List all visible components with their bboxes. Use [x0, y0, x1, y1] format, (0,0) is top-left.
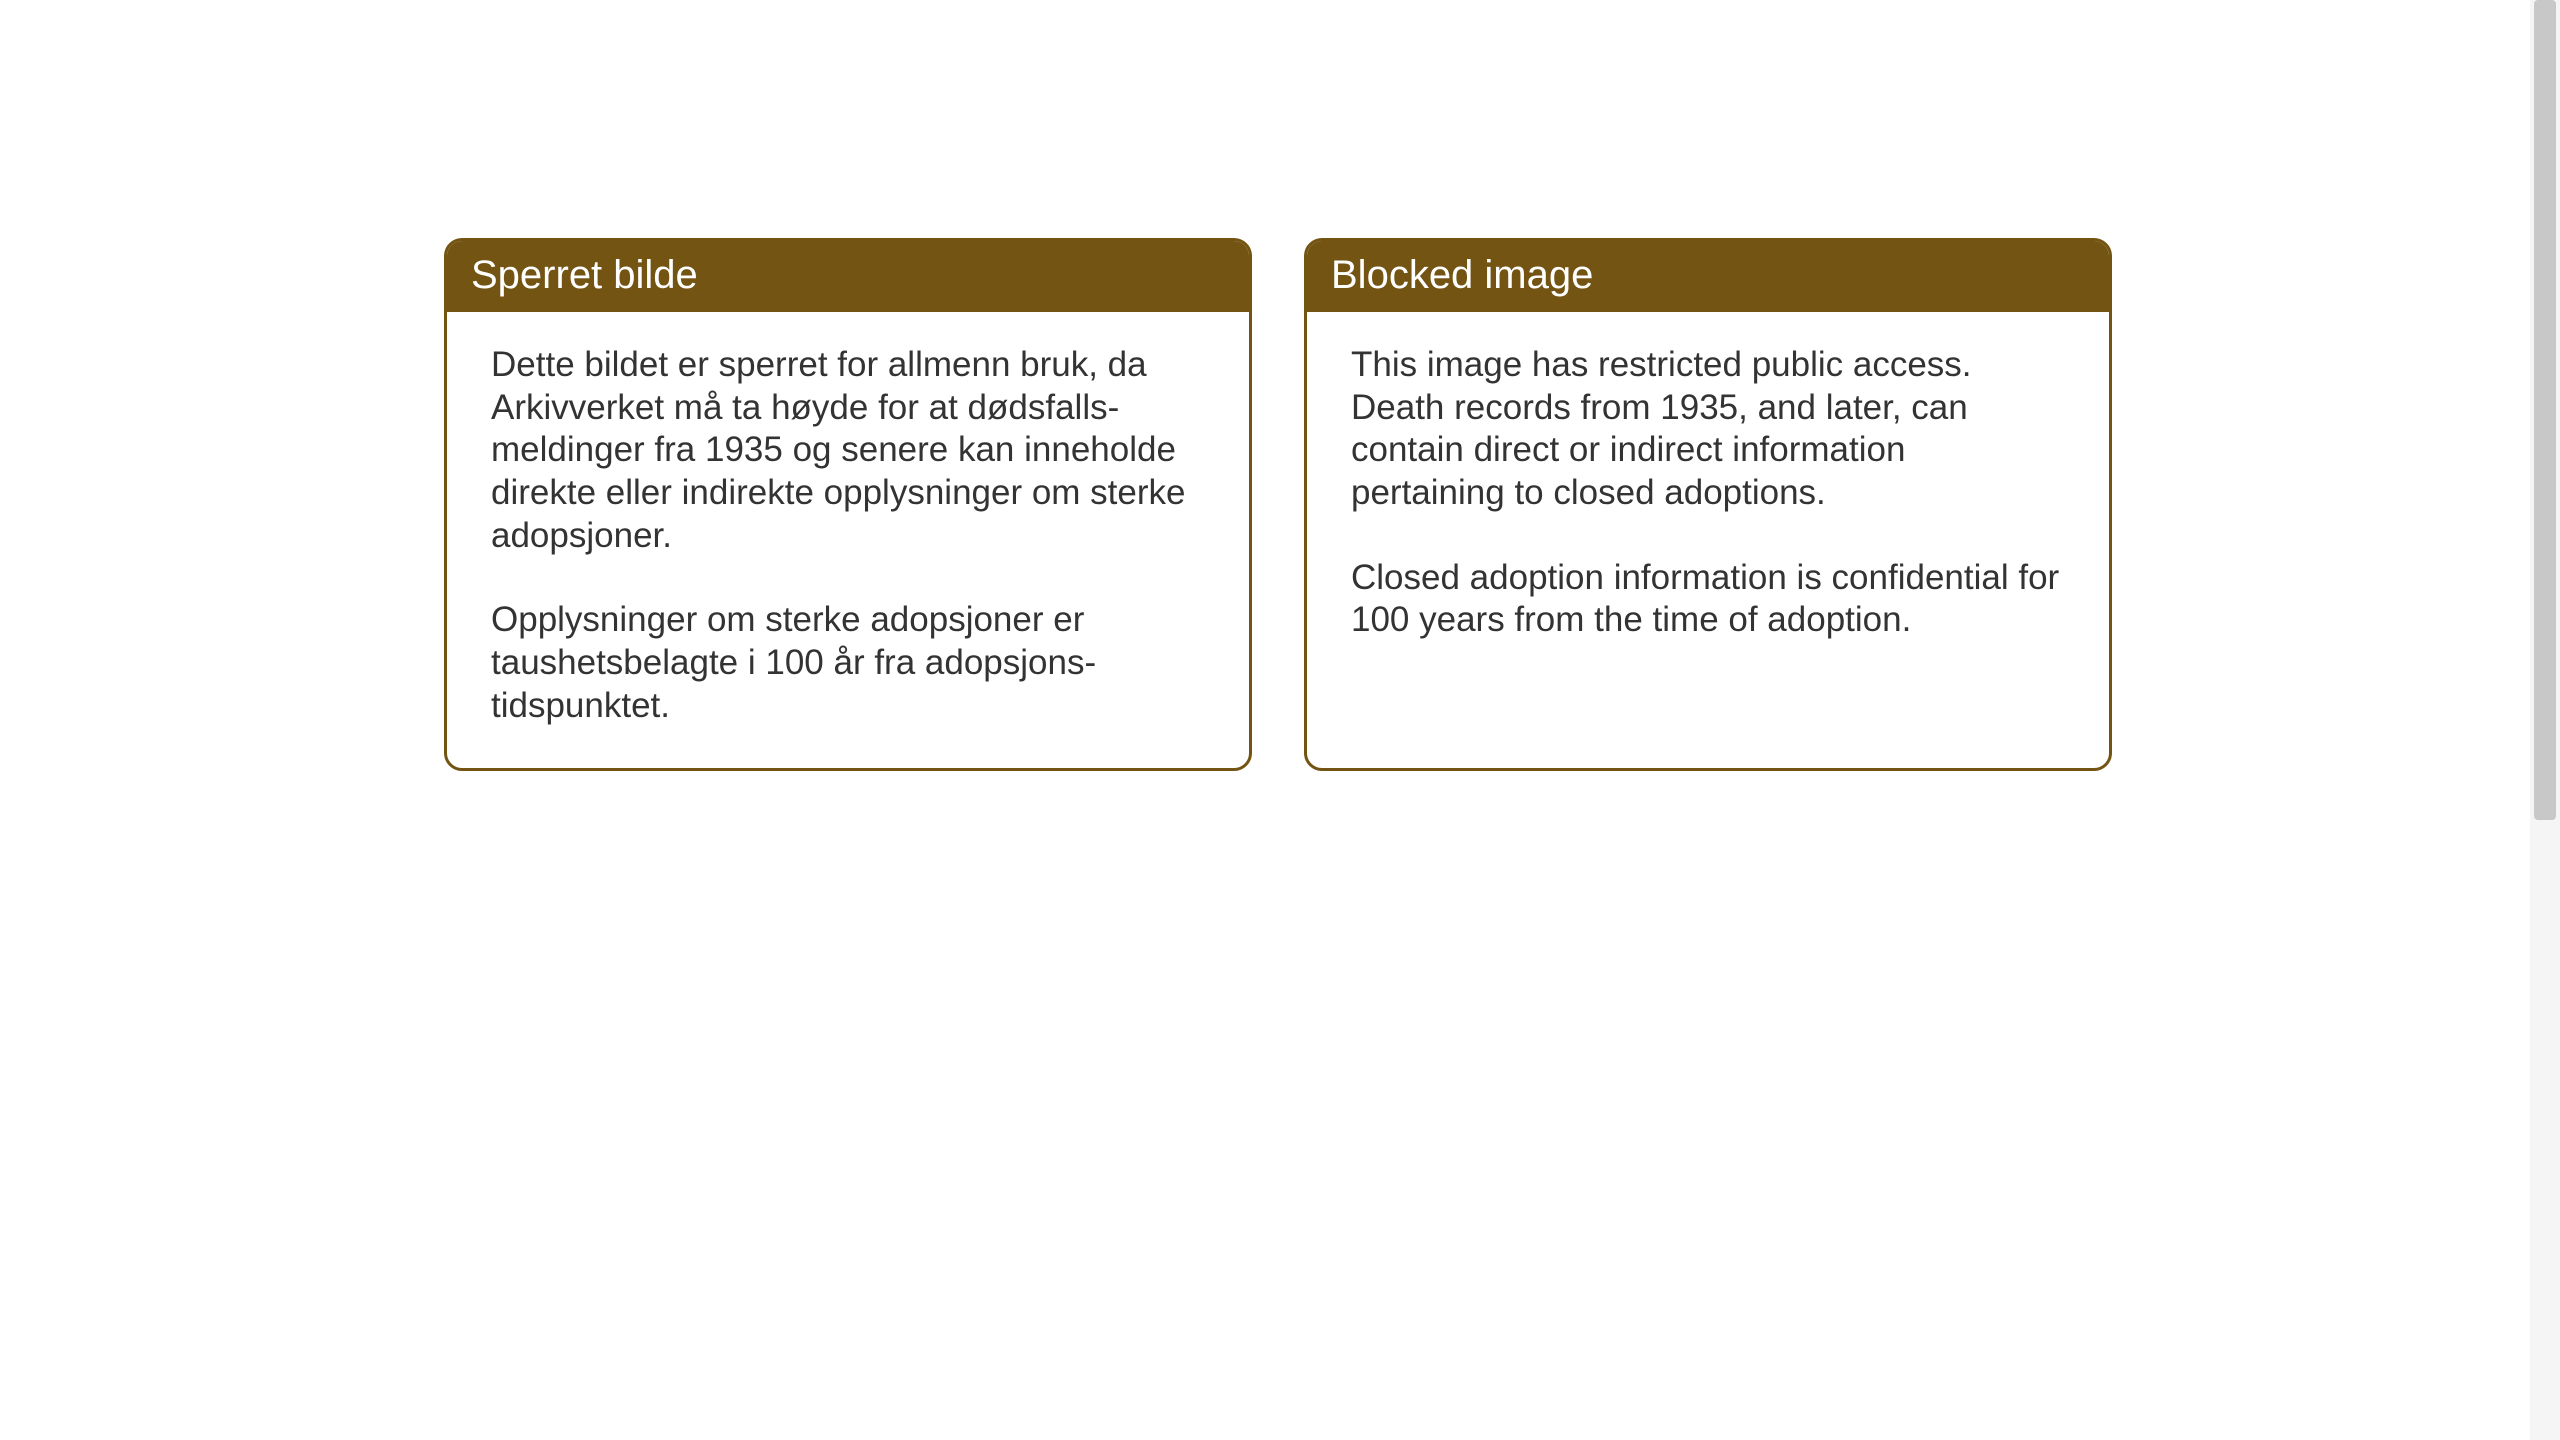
norwegian-paragraph-2: Opplysninger om sterke adopsjoner er tau… — [491, 599, 1205, 727]
english-card-title: Blocked image — [1307, 241, 2109, 312]
notice-container: Sperret bilde Dette bildet er sperret fo… — [0, 0, 2560, 771]
vertical-scrollbar[interactable] — [2530, 0, 2560, 1440]
english-paragraph-2: Closed adoption information is confident… — [1351, 557, 2065, 642]
english-paragraph-1: This image has restricted public access.… — [1351, 344, 2065, 515]
norwegian-paragraph-1: Dette bildet er sperret for allmenn bruk… — [491, 344, 1205, 557]
english-card-body: This image has restricted public access.… — [1307, 312, 2109, 732]
norwegian-card-body: Dette bildet er sperret for allmenn bruk… — [447, 312, 1249, 768]
norwegian-notice-card: Sperret bilde Dette bildet er sperret fo… — [444, 238, 1252, 771]
norwegian-card-title: Sperret bilde — [447, 241, 1249, 312]
english-notice-card: Blocked image This image has restricted … — [1304, 238, 2112, 771]
scrollbar-thumb[interactable] — [2534, 0, 2556, 820]
